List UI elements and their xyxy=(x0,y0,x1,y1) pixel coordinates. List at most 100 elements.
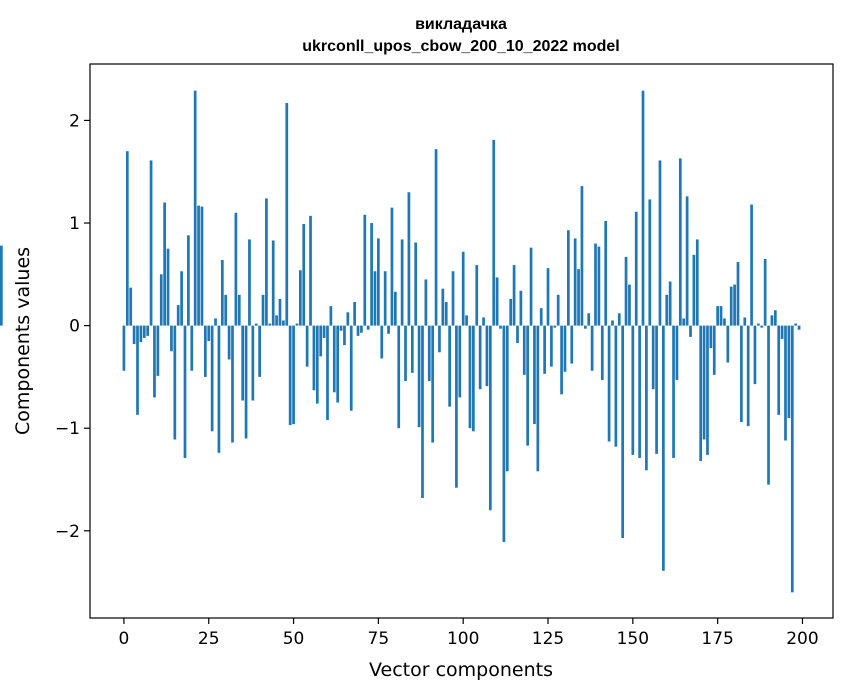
bar xyxy=(387,325,390,334)
bar xyxy=(248,239,251,326)
bar xyxy=(400,239,404,326)
bar xyxy=(227,325,231,360)
y-tick-label: 1 xyxy=(69,214,80,234)
y-tick-label: 0 xyxy=(69,317,80,337)
bar xyxy=(519,290,523,326)
x-axis-label: Vector components xyxy=(369,659,553,681)
bar xyxy=(268,323,272,326)
bar xyxy=(526,325,530,446)
bar xyxy=(180,271,183,326)
bar xyxy=(193,90,197,326)
bar xyxy=(295,323,299,326)
bar xyxy=(651,325,655,390)
bar xyxy=(448,325,451,407)
bar xyxy=(298,270,302,326)
bar xyxy=(393,291,397,326)
chart-title: викладачка xyxy=(415,16,507,33)
bar xyxy=(203,325,207,377)
bar xyxy=(275,315,278,326)
bar xyxy=(577,269,580,326)
bar xyxy=(366,325,370,330)
bar xyxy=(699,325,703,462)
bar xyxy=(563,325,567,372)
bar xyxy=(672,325,675,458)
bar xyxy=(200,206,204,326)
bar xyxy=(712,325,716,375)
bar xyxy=(488,325,492,511)
bar xyxy=(763,258,767,326)
bar xyxy=(305,325,309,367)
bar xyxy=(444,302,448,326)
bar xyxy=(621,325,625,538)
bar xyxy=(166,248,170,326)
bar xyxy=(753,325,757,385)
bar xyxy=(363,214,367,326)
bar xyxy=(451,271,455,326)
bar xyxy=(377,238,380,326)
bar xyxy=(434,149,438,326)
bar xyxy=(414,242,418,326)
bar xyxy=(505,325,509,472)
bar xyxy=(777,325,781,415)
bar xyxy=(380,325,384,359)
bar xyxy=(231,325,234,443)
x-tick-label: 150 xyxy=(617,629,649,649)
bar xyxy=(441,288,445,326)
bar xyxy=(790,325,794,593)
bar xyxy=(499,325,502,329)
bar xyxy=(343,325,346,346)
bar xyxy=(522,325,526,375)
chart-subtitle: ukrconll_upos_cbow_200_10_2022 model xyxy=(302,38,619,55)
bar xyxy=(136,325,139,415)
bar xyxy=(302,224,306,326)
bar xyxy=(153,325,156,398)
bar xyxy=(590,325,594,371)
bar xyxy=(424,279,428,326)
bar xyxy=(638,325,641,458)
bar xyxy=(254,323,258,326)
bar xyxy=(634,211,638,326)
bar xyxy=(397,325,401,429)
bar xyxy=(319,325,323,357)
bar xyxy=(600,325,604,380)
x-tick-label: 75 xyxy=(368,629,390,649)
x-axis-ticks: 0 25 50 75 100 125 150 175 200 xyxy=(119,618,819,649)
bar xyxy=(370,223,373,326)
bar xyxy=(550,325,553,367)
bar xyxy=(719,306,723,326)
bar xyxy=(309,215,312,326)
bar xyxy=(662,325,665,571)
bar xyxy=(746,325,750,427)
bar xyxy=(780,325,784,339)
bar xyxy=(214,318,217,326)
bar xyxy=(207,325,211,341)
bar xyxy=(736,262,740,326)
bars-group xyxy=(0,90,801,593)
bar xyxy=(556,294,560,326)
bar xyxy=(390,207,394,326)
bar xyxy=(533,325,536,425)
bar xyxy=(271,240,275,326)
y-axis-label: Components values xyxy=(12,247,34,435)
x-tick-label: 200 xyxy=(786,629,818,649)
bar xyxy=(220,259,224,326)
bar xyxy=(729,286,733,326)
bar xyxy=(122,325,126,371)
bar xyxy=(468,325,472,429)
bar xyxy=(475,265,479,326)
bar xyxy=(509,298,513,326)
bar xyxy=(733,284,736,326)
bar xyxy=(567,230,570,326)
bar xyxy=(492,139,496,326)
bar xyxy=(617,313,621,326)
bar xyxy=(353,302,356,326)
bar xyxy=(356,325,360,336)
bar xyxy=(546,268,550,326)
bar xyxy=(407,192,411,326)
bar xyxy=(404,325,407,382)
bar xyxy=(163,202,166,326)
bar xyxy=(529,247,533,326)
bar xyxy=(329,306,333,326)
bar xyxy=(675,325,679,380)
